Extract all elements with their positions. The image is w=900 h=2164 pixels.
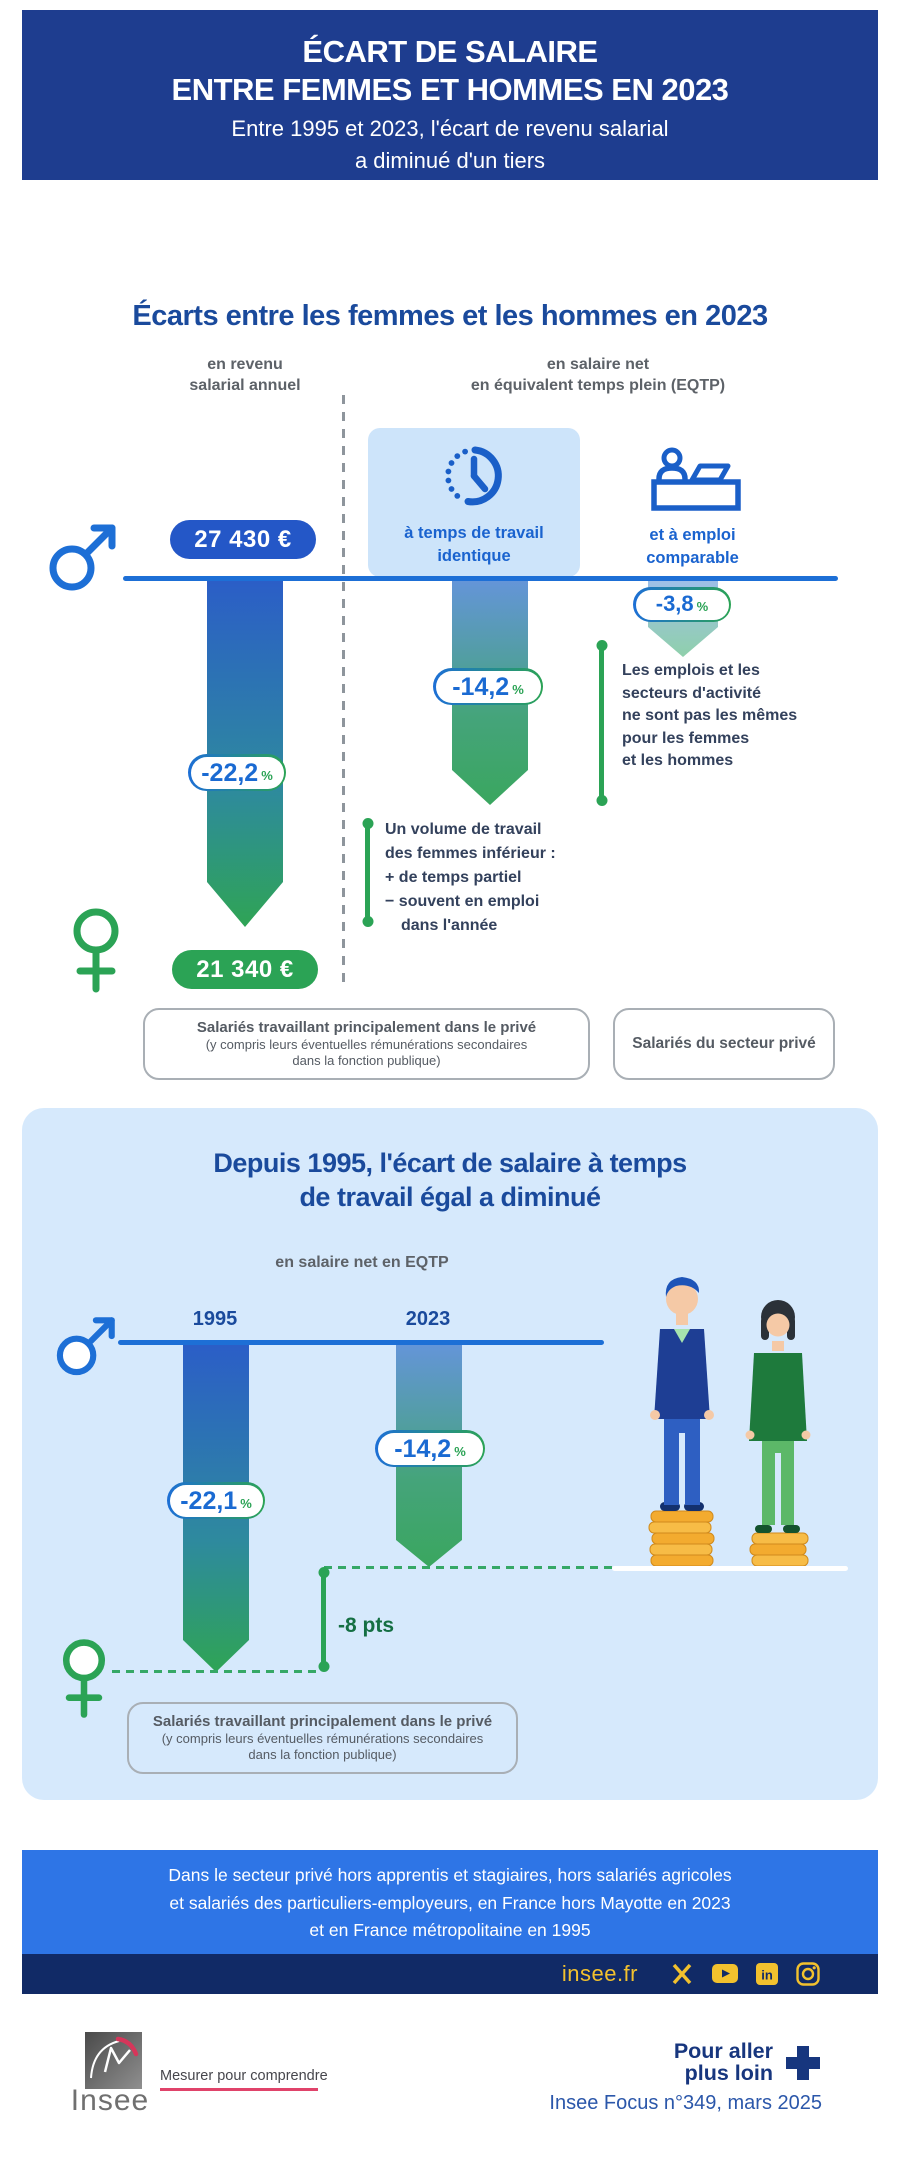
female-symbol-icon: [62, 1639, 106, 1718]
person-at-desk-icon: [651, 447, 741, 511]
insee-logo: [85, 2032, 142, 2089]
x-icon[interactable]: [670, 1962, 694, 1986]
dashed-divider: [342, 395, 345, 985]
youtube-icon[interactable]: [712, 1964, 738, 1984]
plus-icon: [786, 2046, 820, 2080]
year-label-2023: 2023: [405, 1308, 451, 1330]
badge-2023: -14,2%: [375, 1430, 485, 1467]
woman-coin-stack: [749, 1532, 809, 1567]
badge-revenu: -22,2%: [188, 754, 286, 791]
header-title-line2: ENTRE FEMMES ET HOMMES EN 2023: [171, 72, 729, 107]
badge-identique: -14,2%: [433, 668, 543, 705]
bracket-jobs-note: [599, 645, 604, 801]
platform-line: [612, 1566, 848, 1571]
publication-reference: Insee Focus n°349, mars 2025: [549, 2092, 822, 2114]
badge-1995: -22,1%: [167, 1482, 265, 1519]
insee-fr-link[interactable]: insee.fr: [561, 1961, 638, 1986]
dashed-level-1995: [112, 1670, 322, 1673]
column-header-eqtp: en salaire net en équivalent temps plein…: [470, 356, 726, 394]
insee-logo-mark: [90, 2036, 139, 2079]
identical-worktime-chip: à temps de travail identique: [368, 428, 580, 577]
scope-box-evolution: Salariés travaillant principalement dans…: [127, 1702, 518, 1774]
man-coin-stack: [648, 1510, 715, 1567]
insee-tagline: Mesurer pour comprendre: [160, 2068, 328, 2084]
scope-box-left: Salariés travaillant principalement dans…: [143, 1008, 590, 1080]
dashed-level-2023: [324, 1566, 845, 1569]
section2-title: Depuis 1995, l'écart de salaire à temps …: [213, 1148, 687, 1212]
male-symbol-icon: [49, 524, 116, 591]
header-banner: ÉCART DE SALAIRE ENTRE FEMMES ET HOMMES …: [22, 10, 878, 180]
header-subtitle-line1: Entre 1995 et 2023, l'écart de revenu sa…: [231, 116, 669, 141]
evolution-axis: [118, 1340, 604, 1345]
dotted-clock-icon: [445, 446, 502, 506]
insee-wordmark: Insee: [70, 2084, 150, 2117]
note-volume: Un volume de travail des femmes inférieu…: [385, 821, 556, 934]
year-label-1995: 1995: [192, 1308, 238, 1330]
note-jobs: Les emplois et les secteurs d'activité n…: [622, 662, 798, 770]
scope-box-right: Salariés du secteur privé: [613, 1008, 835, 1080]
male-symbol-icon: [56, 1317, 115, 1376]
delta-label: -8 pts: [338, 1614, 395, 1637]
column-header-revenu: en revenu salarial annuel: [189, 356, 301, 394]
woman-figure: [745, 1300, 811, 1533]
men-salary-axis: [123, 576, 838, 581]
instagram-icon[interactable]: [796, 1962, 820, 1986]
badge-comparable: -3,8%: [633, 587, 731, 622]
section2-subtitle: en salaire net en EQTP: [275, 1254, 449, 1271]
bracket-volume-note: [365, 823, 370, 922]
more-info-label: Pour aller plus loin: [673, 2039, 773, 2085]
people-on-coins-illustration: [612, 1277, 848, 1571]
delta-connector: [321, 1572, 326, 1667]
men-salary-pill: 27 430 €: [170, 520, 316, 559]
female-symbol-icon: [73, 908, 119, 993]
women-salary-pill: 21 340 €: [172, 950, 318, 989]
social-bar: insee.fr in: [22, 1954, 878, 1994]
section1-title: Écarts entre les femmes et les hommes en…: [132, 300, 768, 332]
identical-worktime-label: à temps de travail identique: [404, 524, 544, 565]
header-title-line1: ÉCART DE SALAIRE: [302, 34, 598, 69]
header-subtitle-line2: a diminué d'un tiers: [354, 148, 546, 173]
svg-text:in: in: [761, 1968, 773, 1983]
methodology-band: Dans le secteur privé hors apprentis et …: [22, 1850, 878, 1954]
linkedin-icon[interactable]: in: [756, 1963, 778, 1985]
comparable-job-label: et à emploi comparable: [646, 526, 739, 567]
man-figure: [650, 1277, 714, 1511]
tagline-underline: [160, 2088, 318, 2091]
